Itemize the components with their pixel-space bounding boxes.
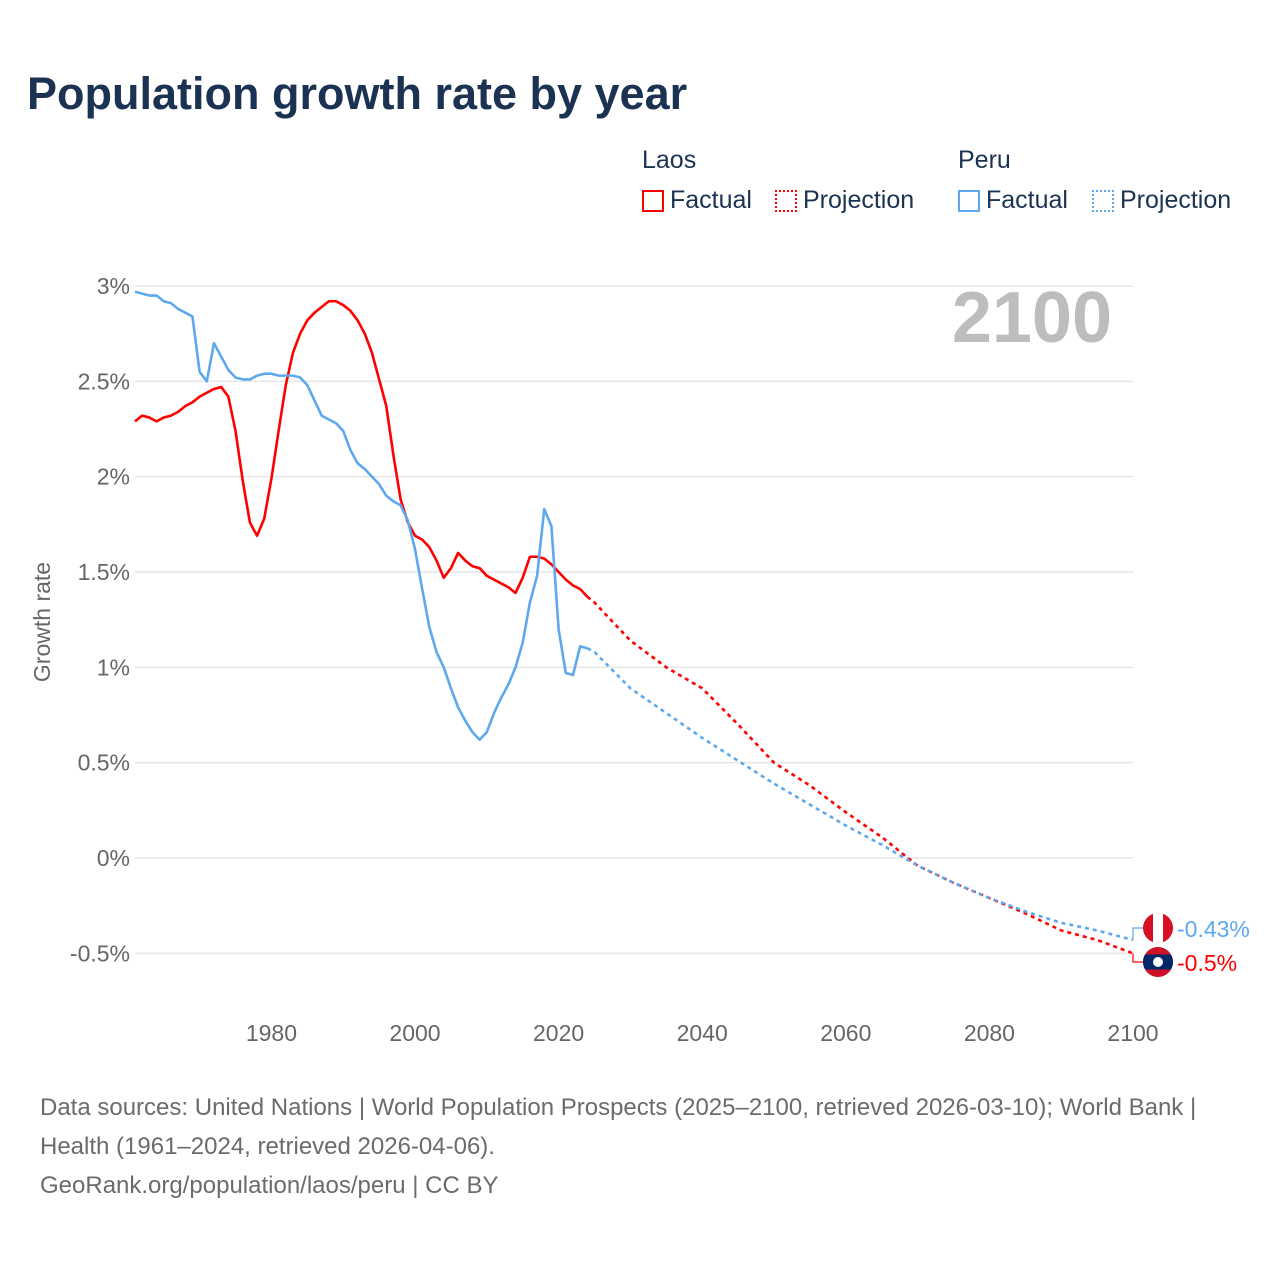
y-tick-label: -0.5% xyxy=(70,940,130,966)
flag-body xyxy=(1143,947,1173,977)
series-peru-projection xyxy=(586,647,1134,942)
legend-swatch-solid xyxy=(958,189,980,212)
page-title: Population growth rate by year xyxy=(27,68,688,119)
y-axis-label: Growth rate xyxy=(29,562,55,682)
y-tick-label: 1.5% xyxy=(78,559,130,585)
legend-label: Factual xyxy=(986,186,1068,214)
legend-peru-projection[interactable]: Projection xyxy=(1092,186,1231,215)
end-connector xyxy=(1132,953,1143,963)
x-tick-label: 2060 xyxy=(820,1020,871,1046)
series-peru-factual xyxy=(134,290,588,742)
legend-swatch-dotted xyxy=(1092,189,1114,212)
flag-body xyxy=(1143,913,1173,943)
x-tick-label: 2020 xyxy=(533,1020,584,1046)
flag-white xyxy=(1153,913,1163,943)
legend-laos-factual[interactable]: Factual xyxy=(642,186,752,215)
y-tick-label: 0.5% xyxy=(78,750,130,776)
y-tick-label: 2.5% xyxy=(78,368,130,394)
series-laos-projection xyxy=(586,595,1134,955)
legend-group-laos: Laos xyxy=(642,146,697,174)
end-connector xyxy=(1132,927,1143,940)
legend-label: Projection xyxy=(803,186,915,214)
y-tick-label: 0% xyxy=(97,845,130,871)
x-tick-label: 2000 xyxy=(389,1020,440,1046)
x-tick-label: 2080 xyxy=(964,1020,1015,1046)
legend-group-peru: Peru xyxy=(958,146,1011,174)
legend-peru-factual[interactable]: Factual xyxy=(958,186,1068,215)
y-tick-label: 1% xyxy=(97,654,130,680)
footer: Data sources: United Nations | World Pop… xyxy=(40,1088,1240,1205)
end-value-label: -0.5% xyxy=(1177,950,1237,976)
legend-laos-projection[interactable]: Projection xyxy=(775,186,914,215)
legend-label: Projection xyxy=(1120,186,1232,214)
data-sources: Data sources: United Nations | World Pop… xyxy=(40,1094,1197,1160)
y-tick-label: 2% xyxy=(97,464,130,490)
year-display: 2100 xyxy=(952,278,1112,358)
x-tick-label: 2040 xyxy=(677,1020,728,1046)
legend-label: Factual xyxy=(670,186,752,214)
series-laos-factual xyxy=(134,299,589,598)
legend-swatch-dotted xyxy=(775,189,797,212)
flag-disc xyxy=(1153,957,1163,967)
x-tick-label: 1980 xyxy=(246,1020,297,1046)
credit-link[interactable]: GeoRank.org/population/laos/peru | CC BY xyxy=(40,1172,499,1199)
y-tick-label: 3% xyxy=(97,273,130,299)
end-value-label: -0.43% xyxy=(1177,916,1250,942)
x-tick-label: 2100 xyxy=(1107,1020,1158,1046)
legend-swatch-solid xyxy=(642,189,664,212)
laos-flag-icon xyxy=(1143,947,1173,977)
peru-flag-icon xyxy=(1143,913,1173,943)
